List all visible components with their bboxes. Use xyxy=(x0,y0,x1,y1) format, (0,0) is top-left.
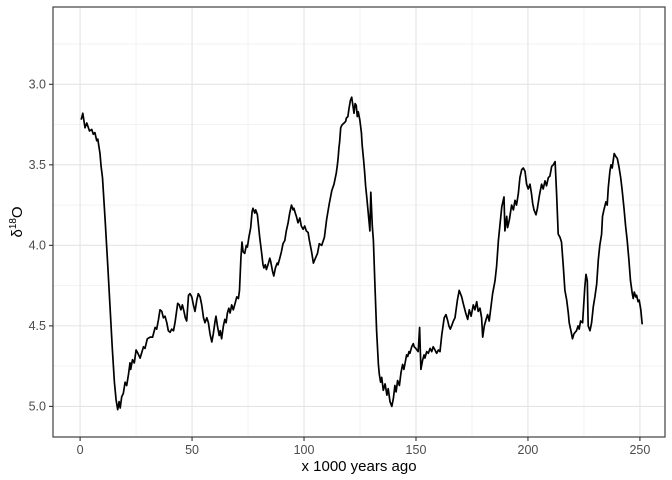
y-axis-title-superscript: 18 xyxy=(8,218,19,230)
data-line-d18o xyxy=(80,96,644,411)
y-axis-tick-label: 4.5 xyxy=(29,319,46,333)
y-axis-tick-label: 4.0 xyxy=(29,239,46,253)
x-axis-tick-label: 0 xyxy=(77,443,84,457)
x-axis-tick-label: 150 xyxy=(406,443,427,457)
x-axis-tick-label: 50 xyxy=(185,443,199,457)
y-axis-title-base: δ xyxy=(9,229,26,238)
y-axis-tick-label: 5.0 xyxy=(29,400,46,414)
y-axis-tick-label: 3.0 xyxy=(29,78,46,92)
y-axis-title-end: O xyxy=(9,206,26,219)
x-axis-tick-label: 250 xyxy=(629,443,650,457)
x-axis-title: x 1000 years ago xyxy=(301,458,417,475)
y-axis-tick-label: 3.5 xyxy=(29,158,46,172)
panel-border xyxy=(52,6,666,438)
plot-panel xyxy=(53,7,665,437)
x-axis-tick-label: 200 xyxy=(518,443,539,457)
x-axis-tick-label: 100 xyxy=(294,443,315,457)
y-axis-title: δ18O xyxy=(8,206,26,237)
